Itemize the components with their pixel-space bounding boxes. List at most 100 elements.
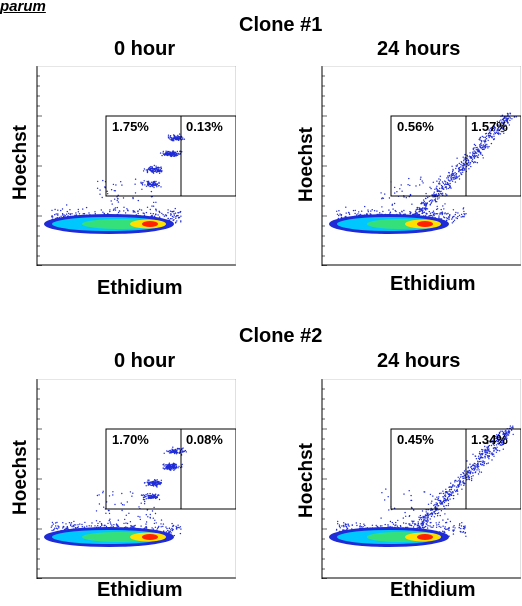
clone-1-title: Clone #1 [239,14,323,36]
event-dot [472,475,474,477]
event-dot [453,178,455,180]
event-dot [430,201,433,203]
event-dot [170,214,172,216]
event-dot [458,178,461,180]
event-dot [444,183,447,185]
event-dot [445,181,447,183]
event-dot [426,521,428,523]
event-dot [338,525,341,528]
event-dot [146,206,149,208]
event-dot [462,480,465,482]
event-dot [418,527,421,529]
event-dot [481,461,484,463]
event-dot [95,510,98,512]
event-dot [509,117,511,119]
event-dot [429,199,432,202]
event-dot [140,525,142,527]
event-dot [476,469,478,471]
event-dot [486,449,488,451]
event-dot [179,526,182,528]
event-dot [448,526,450,529]
event-dot [463,213,465,215]
event-dot [457,176,459,178]
event-dot [102,492,104,494]
event-dot [461,475,463,478]
event-dot [176,150,179,153]
event-dot [114,207,117,209]
event-dot [50,526,52,528]
event-dot [94,213,96,215]
event-dot [149,168,151,171]
event-dot [174,212,177,214]
event-dot [457,476,459,478]
event-dot [184,449,187,452]
event-dot [410,524,413,527]
event-dot [179,153,181,155]
event-dot [462,472,464,474]
event-dot [338,210,340,212]
event-dot [515,116,517,118]
event-dot [120,181,122,183]
event-dot [161,212,163,215]
event-dot [498,435,501,437]
event-dot [421,526,424,529]
event-dot [171,451,173,454]
event-dot [108,495,111,497]
event-dot [466,476,468,479]
event-dot [468,469,470,472]
event-dot [479,146,481,148]
event-dot [161,169,163,172]
event-dot [460,166,462,168]
event-dot [507,114,509,116]
event-dot [497,441,500,443]
event-dot [151,214,153,217]
event-dot [153,180,155,183]
event-dot [415,185,417,187]
event-dot [162,152,164,154]
event-dot [495,444,498,446]
event-dot [52,529,55,531]
event-dot [65,213,68,215]
event-dot [155,522,157,524]
event-dot [482,452,484,455]
event-dot [417,521,419,523]
event-dot [114,198,116,200]
event-dot [148,496,150,498]
event-dot [436,208,439,210]
event-dot [492,127,495,130]
event-dot [126,522,129,525]
event-dot [150,481,152,483]
event-dot [152,483,154,486]
event-dot [455,217,457,219]
event-dot [133,526,135,528]
event-dot [132,197,134,200]
event-dot [426,527,429,529]
event-dot [500,122,503,124]
event-dot [152,496,154,498]
event-dot [486,451,488,454]
event-dot [159,169,161,172]
event-dot [417,206,419,209]
event-dot [175,525,177,528]
event-dot [478,471,481,473]
event-dot [129,491,132,493]
event-dot [432,525,435,527]
event-dot [498,124,500,126]
event-dot [468,161,470,164]
event-dot [421,201,423,204]
event-dot [446,213,448,215]
event-dot [82,213,84,215]
gate-label-upper-right: 0.08% [186,432,223,447]
event-dot [495,448,498,450]
event-dot [156,481,158,483]
event-dot [488,444,491,447]
event-dot [496,120,498,123]
event-dot [107,522,109,525]
event-dot [169,452,171,454]
event-dot [454,479,456,482]
event-dot [182,447,184,449]
event-dot [442,519,444,521]
event-dot [432,210,435,212]
event-dot [66,525,68,528]
event-dot [356,214,358,216]
